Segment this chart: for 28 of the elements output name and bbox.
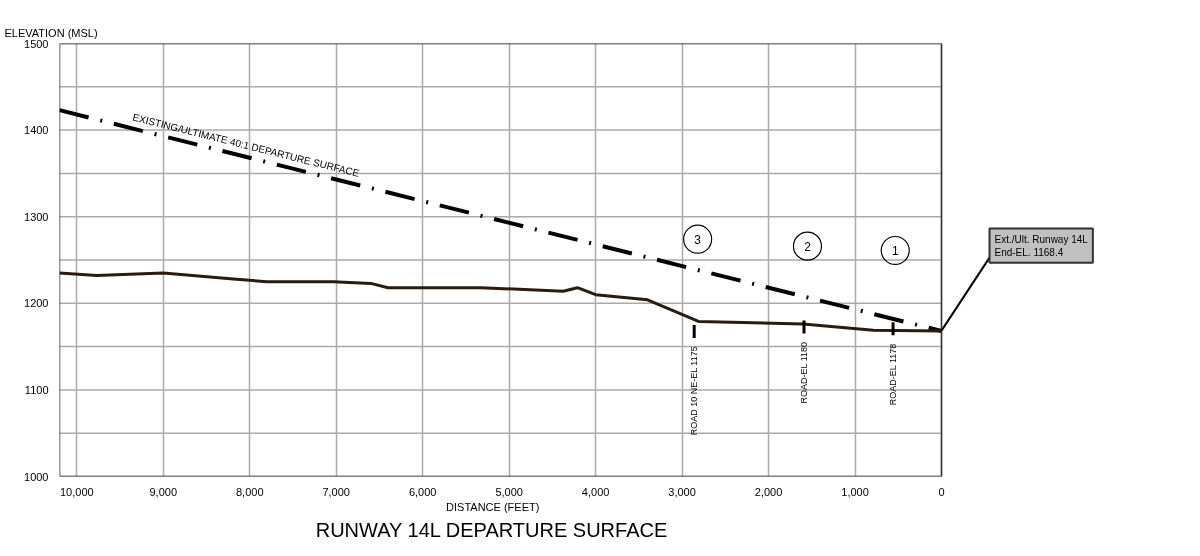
annotation: Ext./Ult. Runway 14L End-EL. 1168.4 <box>994 233 1089 258</box>
annotation: ROAD-EL 1180 <box>799 341 810 404</box>
x-tick-label: 8,000 <box>235 485 264 498</box>
text: RUNWAY 14L DEPARTURE SURFACE <box>315 518 668 541</box>
y-tick-label: 1000 <box>24 470 49 483</box>
x-tick-label: 4,000 <box>581 485 610 498</box>
y-tick-label: 1400 <box>24 124 49 137</box>
x-tick-label: 1,000 <box>841 485 869 498</box>
y-axis-title: ELEVATION (MSL) <box>4 26 98 39</box>
x-tick-label: 7,000 <box>322 485 350 498</box>
annotation: 1 <box>891 243 899 258</box>
x-tick-label: 9,000 <box>149 485 178 498</box>
annotation: 2 <box>804 239 812 254</box>
x-tick-label: 0 <box>938 485 945 498</box>
x-axis-title: DISTANCE (FEET) <box>446 500 540 513</box>
y-tick-label: 1300 <box>24 210 49 223</box>
x-tick-label: 3,000 <box>668 485 696 498</box>
annotation: 3 <box>694 232 702 247</box>
y-tick-label: 1500 <box>24 37 49 50</box>
annotation: ROAD 10 NE-EL 1175 <box>689 346 700 436</box>
x-tick-label: 10,000 <box>59 485 94 498</box>
annotation: ROAD-EL 1178 <box>888 343 899 406</box>
x-tick-label: 2,000 <box>754 485 783 498</box>
x-tick-label: 6,000 <box>408 485 437 498</box>
y-tick-label: 1100 <box>24 383 49 396</box>
x-tick-label: 5,000 <box>495 485 523 498</box>
y-tick-label: 1200 <box>24 297 49 310</box>
line-series <box>59 271 943 333</box>
